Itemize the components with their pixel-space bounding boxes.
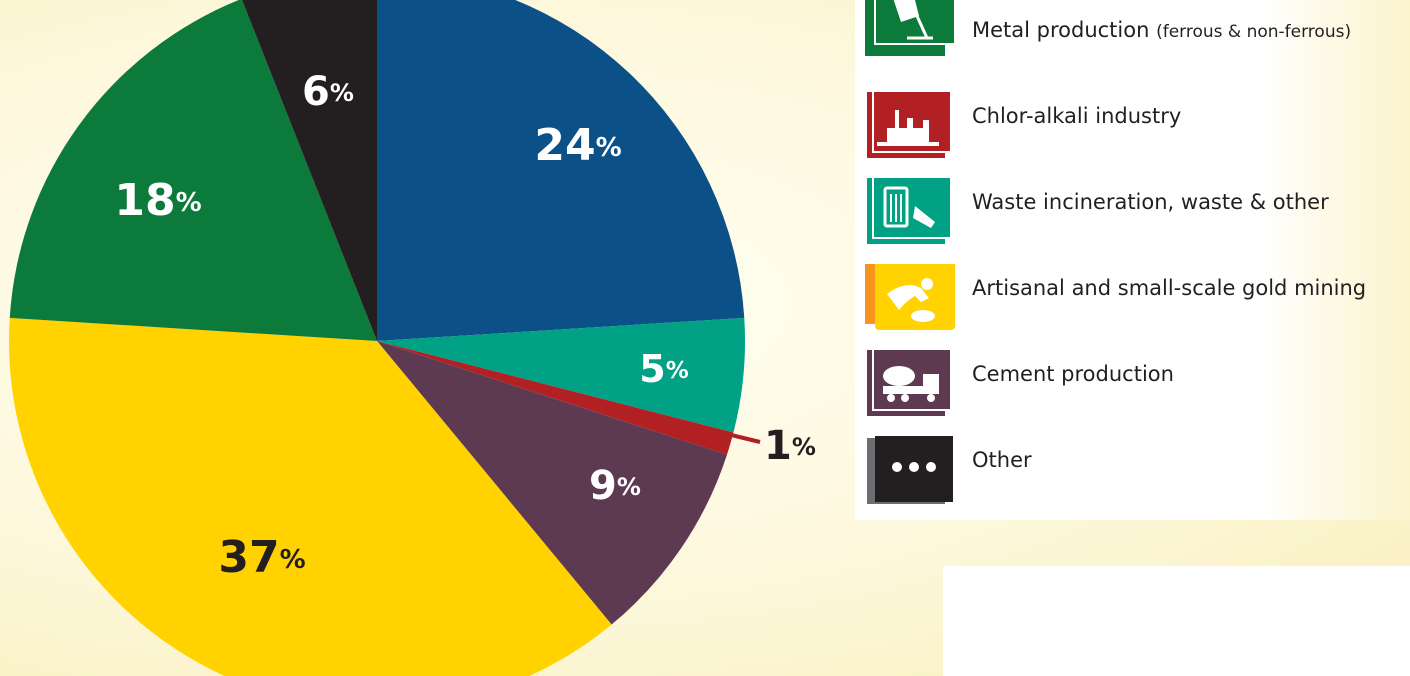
pie-slice <box>241 0 377 341</box>
legend-item-metal: Metal production (ferrous & non-ferrous) <box>855 0 1410 78</box>
pie-data-label: 37% <box>218 532 305 583</box>
legend-item-cement: Cement production <box>855 344 1410 422</box>
gold-miner-icon <box>865 264 955 330</box>
blank-panel <box>943 566 1410 676</box>
pie-data-labels: 24% 5% 1% 9% 37% 18% 6% <box>114 69 816 583</box>
pie-slice <box>377 317 745 433</box>
cement-truck-icon <box>867 350 952 416</box>
ellipsis-icon <box>867 436 953 504</box>
pie-data-label: 24% <box>534 120 621 171</box>
legend: Metal production (ferrous & non-ferrous)… <box>855 0 1410 520</box>
trash-bin-icon <box>867 178 952 244</box>
pie-data-label: 18% <box>114 175 201 226</box>
pie-slice <box>377 341 734 455</box>
legend-item-waste: Waste incineration, waste & other <box>855 172 1410 250</box>
legend-item-gold-mining: Artisanal and small-scale gold mining <box>855 258 1410 336</box>
pie-slice <box>9 0 377 341</box>
legend-sublabel: (ferrous & non-ferrous) <box>1156 22 1352 42</box>
metal-ladle-icon <box>865 0 955 56</box>
pie-slice <box>9 317 612 676</box>
pie-data-label: 1% <box>764 423 816 469</box>
legend-label: Metal production <box>972 18 1150 42</box>
pie-data-label: 9% <box>589 463 641 509</box>
legend-item-other: Other <box>855 430 1410 508</box>
pie-slice <box>377 341 727 625</box>
pie-data-label: 5% <box>639 347 689 391</box>
pie-data-label: 6% <box>302 69 354 115</box>
legend-label: Artisanal and small-scale gold mining <box>972 276 1367 300</box>
legend-label: Cement production <box>972 362 1174 386</box>
legend-label: Waste incineration, waste & other <box>972 190 1329 214</box>
pie-slices <box>9 0 745 676</box>
legend-label: Other <box>972 448 1032 472</box>
pie-slice <box>377 0 745 341</box>
factory-icon <box>867 92 952 158</box>
legend-label: Chlor-alkali industry <box>972 104 1182 128</box>
legend-item-chlor-alkali: Chlor-alkali industry <box>855 86 1410 164</box>
leader-line <box>726 432 761 444</box>
